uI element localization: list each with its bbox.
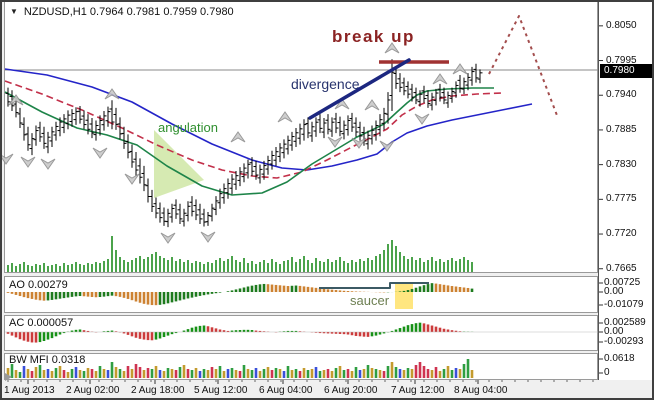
symbol-ohlc-readout: NZDUSD,H1 0.7964 0.7981 0.7959 0.7980: [23, 6, 234, 18]
price-tick-label: 0.7830: [606, 158, 637, 170]
price-tick-label: 0.8050: [606, 19, 637, 31]
ao-tick-label: 0.00: [604, 286, 624, 297]
ac-tick-label: -0.00293: [604, 336, 644, 347]
ao-panel-label: AO 0.00279: [9, 279, 68, 291]
time-tick-label: 6 Aug 04:00: [259, 385, 313, 396]
ac-tick-label: 0.002589: [604, 317, 646, 328]
annotation-angulation: angulation: [158, 120, 218, 135]
annotation-saucer: saucer: [350, 293, 390, 308]
price-tick-label: 0.7940: [606, 89, 637, 101]
time-tick-label: 7 Aug 12:00: [391, 385, 445, 396]
time-tick-label: 1 Aug 2013: [4, 385, 55, 396]
chart-title: ▼ NZDUSD,H1 0.7964 0.7981 0.7959 0.7980: [10, 6, 234, 18]
main-chart-panel[interactable]: [4, 2, 598, 273]
annotation-divergence: divergence: [291, 76, 360, 92]
chevron-down-icon[interactable]: ▼: [10, 7, 18, 16]
time-axis[interactable]: [4, 380, 652, 398]
ao-indicator-panel[interactable]: [4, 276, 598, 313]
ac-indicator-panel[interactable]: [4, 315, 598, 351]
ac-panel-label: AC 0.000057: [9, 317, 74, 329]
price-tick-label: 0.7995: [606, 54, 637, 66]
time-tick-label: 8 Aug 04:00: [454, 385, 508, 396]
current-price-tag: 0.7980: [600, 64, 652, 78]
time-tick-label: 2 Aug 02:00: [66, 385, 120, 396]
time-tick-label: 6 Aug 20:00: [324, 385, 378, 396]
annotation-break-up: break up: [332, 27, 415, 46]
ao-tick-label: -0.01079: [604, 299, 644, 310]
price-tick-label: 0.7885: [606, 123, 637, 135]
mfi-panel-label: BW MFI 0.0318: [9, 354, 86, 366]
ac-tick-label: 0.00: [604, 326, 624, 337]
mfi-indicator-panel[interactable]: [4, 353, 598, 380]
ao-tick-label: 0.00725: [604, 277, 641, 288]
price-tick-label: 0.7665: [606, 262, 637, 274]
mfi-tick-label: 0: [604, 367, 610, 378]
price-tick-label: 0.7720: [606, 228, 637, 240]
price-tick-label: 0.7775: [606, 193, 637, 205]
time-tick-label: 5 Aug 12:00: [194, 385, 248, 396]
time-tick-label: 2 Aug 18:00: [131, 385, 185, 396]
mfi-tick-label: 0.0618: [604, 353, 635, 364]
